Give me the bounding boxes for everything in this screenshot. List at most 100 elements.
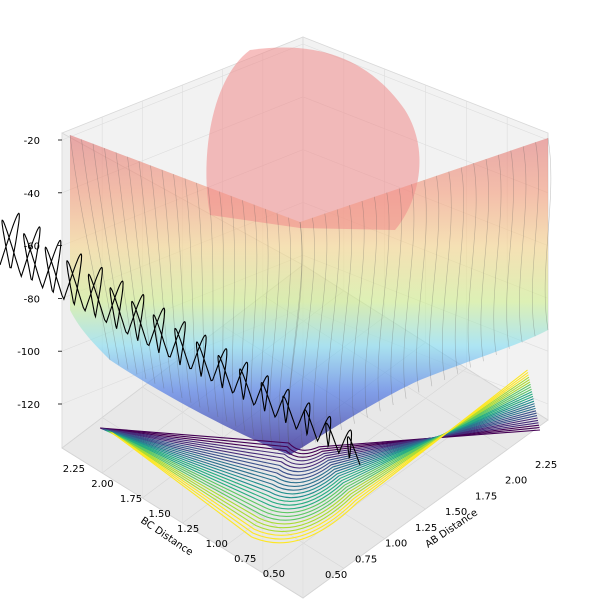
contour-line — [109, 381, 531, 525]
surface-mesh-line — [377, 192, 390, 412]
x-tick-label: 0.50 — [325, 570, 347, 581]
contour-line — [100, 424, 540, 458]
surface-mesh-line — [278, 217, 291, 451]
surface-mesh-line — [416, 179, 427, 393]
y-tick-label: 1.00 — [206, 539, 228, 550]
contour-line — [112, 369, 528, 544]
surface-mesh-line — [403, 184, 415, 399]
x-tick-label: 1.00 — [385, 539, 407, 550]
contour-line — [108, 388, 532, 514]
contour-line — [111, 371, 529, 540]
surface-mesh-line — [390, 188, 402, 406]
contour-line — [107, 393, 533, 506]
contour-line — [106, 398, 534, 499]
surface-mesh-line — [138, 161, 165, 389]
contour-line — [100, 427, 540, 455]
surface-mesh-line — [519, 146, 527, 343]
surface-mesh-line — [544, 137, 552, 331]
surface-mesh-line — [364, 196, 377, 418]
surface-mesh-line — [219, 191, 228, 422]
z-tick-label: -80 — [24, 294, 40, 305]
contour-line — [101, 419, 539, 465]
contour-line — [109, 383, 531, 521]
x-tick-label: 1.25 — [415, 523, 437, 534]
contour-line — [106, 395, 534, 502]
surface-mesh-line — [269, 213, 280, 446]
surface-mesh-line — [429, 175, 440, 387]
floor-contours — [99, 369, 541, 544]
x-tick-label: 2.25 — [535, 460, 557, 471]
surface-mesh-line — [313, 213, 328, 443]
surface-mesh-line — [250, 204, 258, 437]
surface-mesh-line — [115, 152, 147, 380]
contour-line — [99, 427, 541, 451]
contour-line — [108, 386, 532, 517]
x-tick-label: 0.75 — [355, 554, 377, 565]
contour-line — [111, 374, 529, 536]
x-tick-label: 2.00 — [505, 476, 527, 487]
potential-energy-surface — [69, 47, 552, 456]
surface-mesh-line — [287, 221, 303, 456]
x-tick-label: 1.75 — [475, 491, 497, 502]
contour-line — [101, 422, 539, 462]
surface-mesh-line — [300, 217, 315, 449]
z-tick-label: -40 — [24, 189, 40, 200]
contour-line — [110, 376, 530, 533]
contour-line — [103, 412, 537, 476]
y-tick-label: 2.25 — [63, 464, 85, 475]
surface-mesh-line — [326, 209, 340, 437]
contour-line — [104, 407, 536, 484]
surface-mesh-line — [184, 178, 201, 408]
z-tick-label: -60 — [24, 242, 40, 253]
surface-mesh-line — [161, 169, 183, 399]
contour-line — [103, 410, 537, 480]
surface-mesh-line — [480, 158, 489, 362]
surface-mesh-line — [104, 148, 138, 375]
grid-line — [302, 419, 549, 599]
surface-mesh-line — [506, 150, 514, 349]
contour-line — [105, 400, 535, 495]
surface-mesh-line — [442, 171, 452, 381]
surface-ridge — [206, 47, 420, 230]
y-axis-ticks: 0.50 0.75 1.00 1.25 1.50 1.75 2.00 2.25 — [63, 464, 285, 580]
trajectory-path — [0, 212, 361, 466]
x-tick-label: 1.50 — [445, 507, 467, 518]
surface-mesh-line — [81, 139, 120, 365]
z-tick-label: -100 — [17, 347, 40, 358]
surface-mesh-line — [173, 174, 192, 403]
y-tick-label: 2.00 — [91, 479, 113, 490]
surface-mesh-line — [352, 200, 365, 424]
contour-line — [102, 417, 538, 469]
y-tick-label: 0.50 — [263, 569, 285, 580]
surface-mesh-line — [92, 143, 129, 370]
surface-mesh-line — [127, 156, 156, 384]
contour-line — [110, 379, 530, 529]
surface-mesh-line — [287, 221, 303, 456]
surface-mesh-line — [196, 182, 210, 413]
surface-mesh-line — [531, 142, 539, 337]
surface-mesh-line — [150, 165, 174, 394]
surface-mesh-line — [493, 154, 502, 356]
z-tick-label: -20 — [24, 136, 40, 147]
y-tick-label: 0.75 — [234, 554, 256, 565]
surface-mesh-line — [467, 163, 477, 368]
contour-line — [102, 415, 538, 473]
y-tick-label: 1.75 — [120, 494, 142, 505]
surface-mesh-line — [241, 200, 247, 432]
z-axis-ticks: -20 -40 -60 -80 -100 -120 — [17, 136, 62, 411]
contour-line — [105, 403, 535, 491]
surface-body — [70, 135, 548, 455]
surface-mesh-line — [69, 134, 111, 361]
y-tick-label: 1.50 — [148, 509, 170, 520]
surface-mesh-line — [260, 208, 269, 441]
trajectory-line — [0, 212, 361, 466]
surface-mesh-line — [454, 167, 465, 374]
surface-mesh-line — [207, 187, 219, 418]
contour-line — [104, 405, 536, 487]
surface-mesh-line — [339, 205, 353, 431]
surface-mesh-line — [230, 195, 237, 427]
contour-line — [107, 391, 533, 510]
z-tick-label: -120 — [17, 400, 40, 411]
x-axis-ticks: 0.50 0.75 1.00 1.25 1.50 1.75 2.00 2.25 — [325, 460, 557, 581]
